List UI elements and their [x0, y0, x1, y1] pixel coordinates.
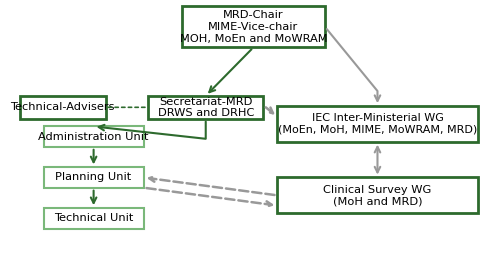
FancyBboxPatch shape [148, 96, 263, 119]
FancyBboxPatch shape [278, 106, 477, 142]
Text: Technical Unit: Technical Unit [54, 213, 134, 223]
Text: Technical-Advisers: Technical-Advisers [10, 102, 115, 112]
FancyBboxPatch shape [20, 96, 106, 119]
Text: Planning Unit: Planning Unit [56, 173, 132, 182]
Text: IEC Inter-Ministerial WG
(MoEn, MoH, MIME, MoWRAM, MRD): IEC Inter-Ministerial WG (MoEn, MoH, MIM… [278, 113, 477, 135]
FancyBboxPatch shape [44, 208, 144, 229]
FancyBboxPatch shape [44, 167, 144, 188]
FancyBboxPatch shape [278, 178, 477, 213]
Text: Administration Unit: Administration Unit [38, 132, 149, 142]
Text: Clinical Survey WG
(MoH and MRD): Clinical Survey WG (MoH and MRD) [324, 184, 432, 206]
Text: Secretariat-MRD
DRWS and DRHC: Secretariat-MRD DRWS and DRHC [158, 96, 254, 118]
FancyBboxPatch shape [182, 6, 325, 47]
FancyBboxPatch shape [44, 126, 144, 147]
Text: MRD-Chair
MIME-Vice-chair
MOH, MoEn and MoWRAM: MRD-Chair MIME-Vice-chair MOH, MoEn and … [180, 10, 327, 44]
